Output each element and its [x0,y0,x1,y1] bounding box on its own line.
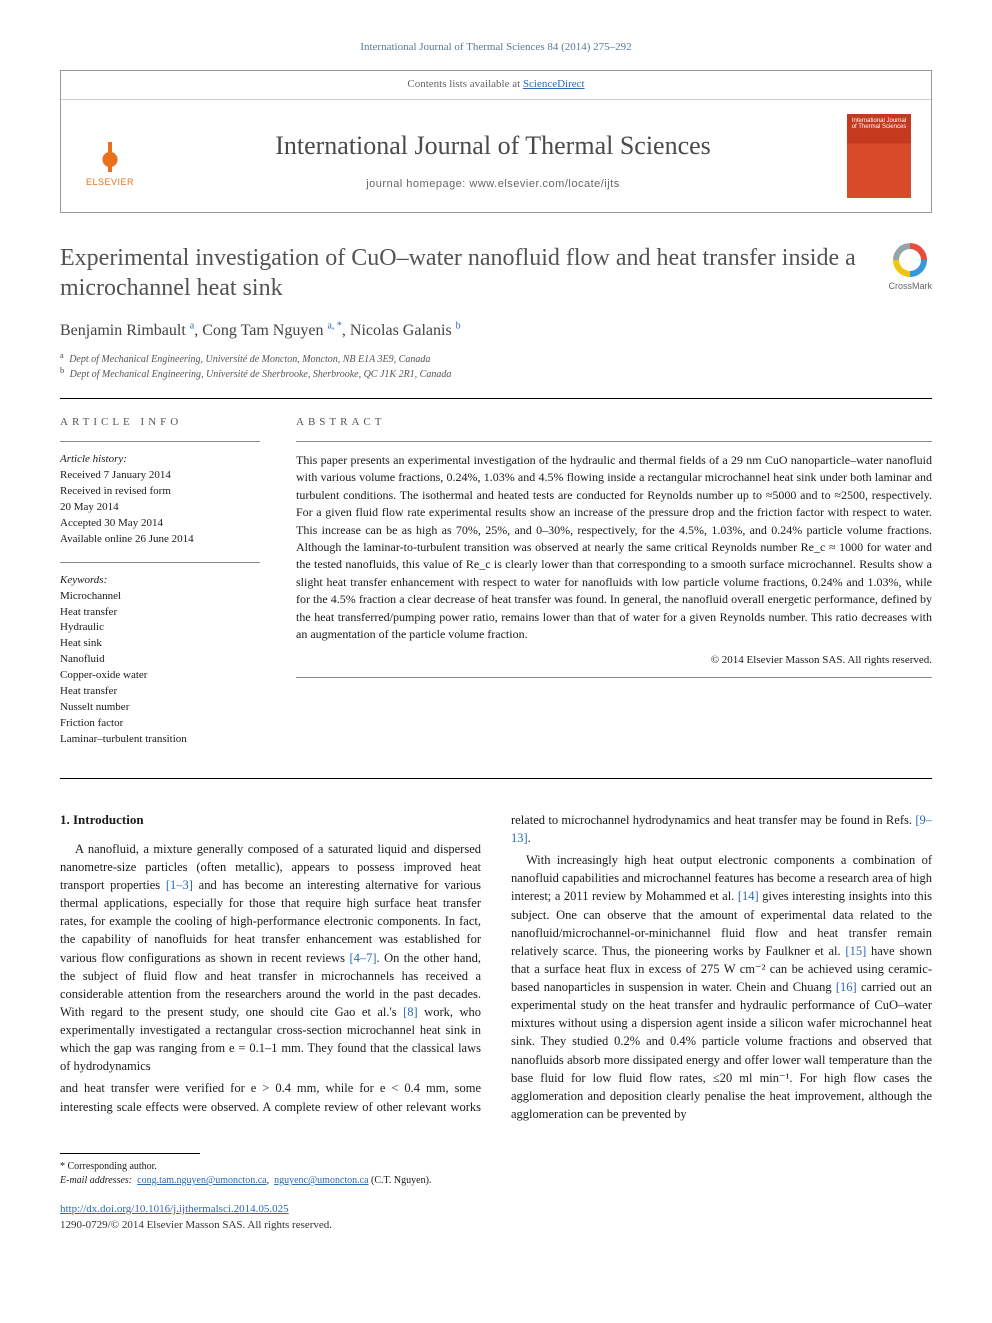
copyright-line: © 2014 Elsevier Masson SAS. All rights r… [296,653,932,669]
email-suffix: (C.T. Nguyen). [371,1175,431,1186]
footnote-separator [60,1153,200,1154]
abs-rule [296,441,932,442]
crossmark-badge[interactable]: CrossMark [888,243,932,293]
journal-name: International Journal of Thermal Science… [145,127,841,165]
history-line: Accepted 30 May 2014 [60,516,260,532]
article-info-column: ARTICLE INFO Article history: Received 7… [60,415,260,762]
p2b: . [528,831,531,845]
history-line: 20 May 2014 [60,500,260,516]
rule-top [60,398,932,399]
history-line: Received in revised form [60,484,260,500]
abstract-head: ABSTRACT [296,415,932,431]
keyword: Heat transfer [60,605,260,621]
journal-header: Contents lists available at ScienceDirec… [60,70,932,213]
elsevier-tree-icon [85,122,135,172]
doi-link[interactable]: http://dx.doi.org/10.1016/j.ijthermalsci… [60,1203,289,1215]
intro-p3: With increasingly high heat output elect… [511,851,932,1123]
keyword: Hydraulic [60,620,260,636]
keyword: Nanofluid [60,652,260,668]
body-columns: 1. Introduction A nanofluid, a mixture g… [60,811,932,1123]
keyword: Heat transfer [60,684,260,700]
abstract-text: This paper presents an experimental inve… [296,452,932,643]
homepage-prefix: journal homepage: [366,178,469,190]
keyword: Heat sink [60,636,260,652]
intro-p1: A nanofluid, a mixture generally compose… [60,840,481,1076]
ref-4-7[interactable]: [4–7] [349,951,376,965]
keyword: Microchannel [60,589,260,605]
keyword: Friction factor [60,716,260,732]
contents-prefix: Contents lists available at [407,78,522,90]
keyword: Laminar–turbulent transition [60,732,260,748]
journal-homepage: journal homepage: www.elsevier.com/locat… [145,177,841,193]
journal-cover-thumb: International Journal of Thermal Science… [847,114,911,198]
cover-thumb-text: International Journal of Thermal Science… [851,118,907,131]
issn-line: 1290-0729/© 2014 Elsevier Masson SAS. Al… [60,1218,932,1234]
article-title: Experimental investigation of CuO–water … [60,243,868,303]
crossmark-icon [893,243,927,277]
history-line: Received 7 January 2014 [60,468,260,484]
history-label: Article history: [60,452,260,468]
contents-line: Contents lists available at ScienceDirec… [61,71,931,100]
footnote-star: * Corresponding author. [60,1160,932,1174]
sciencedirect-link[interactable]: ScienceDirect [523,78,585,90]
affiliation-line: b Dept of Mechanical Engineering, Univer… [60,367,932,382]
article-info-head: ARTICLE INFO [60,415,260,431]
email-1[interactable]: cong.tam.nguyen@umoncton.ca [137,1175,266,1186]
doi-line: http://dx.doi.org/10.1016/j.ijthermalsci… [60,1202,932,1218]
ref-14[interactable]: [14] [738,889,759,903]
ref-16[interactable]: [16] [836,980,857,994]
ref-15[interactable]: [15] [845,944,866,958]
keywords-list: MicrochannelHeat transferHydraulicHeat s… [60,589,260,748]
info-rule-2 [60,562,260,563]
intro-heading: 1. Introduction [60,811,481,830]
abstract-column: ABSTRACT This paper presents an experime… [296,415,932,762]
footnote-emails: E-mail addresses: cong.tam.nguyen@umonct… [60,1174,932,1188]
ref-1-3[interactable]: [1–3] [166,878,193,892]
info-rule-1 [60,441,260,442]
homepage-url[interactable]: www.elsevier.com/locate/ijts [469,178,619,190]
email-label: E-mail addresses: [60,1175,132,1186]
abs-rule-bottom [296,677,932,678]
citation-line: International Journal of Thermal Science… [60,40,932,56]
corresponding-footnote: * Corresponding author. E-mail addresses… [60,1160,932,1188]
rule-bottom [60,778,932,779]
elsevier-label: ELSEVIER [86,176,134,189]
p3d: carried out an experimental study on the… [511,980,932,1121]
email-2[interactable]: nguyenc@umoncton.ca [274,1175,368,1186]
ref-8[interactable]: [8] [403,1005,418,1019]
affiliation-line: a Dept of Mechanical Engineering, Univer… [60,352,932,367]
authors: Benjamin Rimbault a, Cong Tam Nguyen a, … [60,319,932,342]
keyword: Copper-oxide water [60,668,260,684]
elsevier-logo: ELSEVIER [75,122,145,189]
history-line: Available online 26 June 2014 [60,532,260,548]
keywords-label: Keywords: [60,573,260,589]
keyword: Nusselt number [60,700,260,716]
crossmark-label: CrossMark [888,280,932,293]
history-lines: Received 7 January 2014Received in revis… [60,468,260,548]
affiliations: a Dept of Mechanical Engineering, Univer… [60,352,932,382]
